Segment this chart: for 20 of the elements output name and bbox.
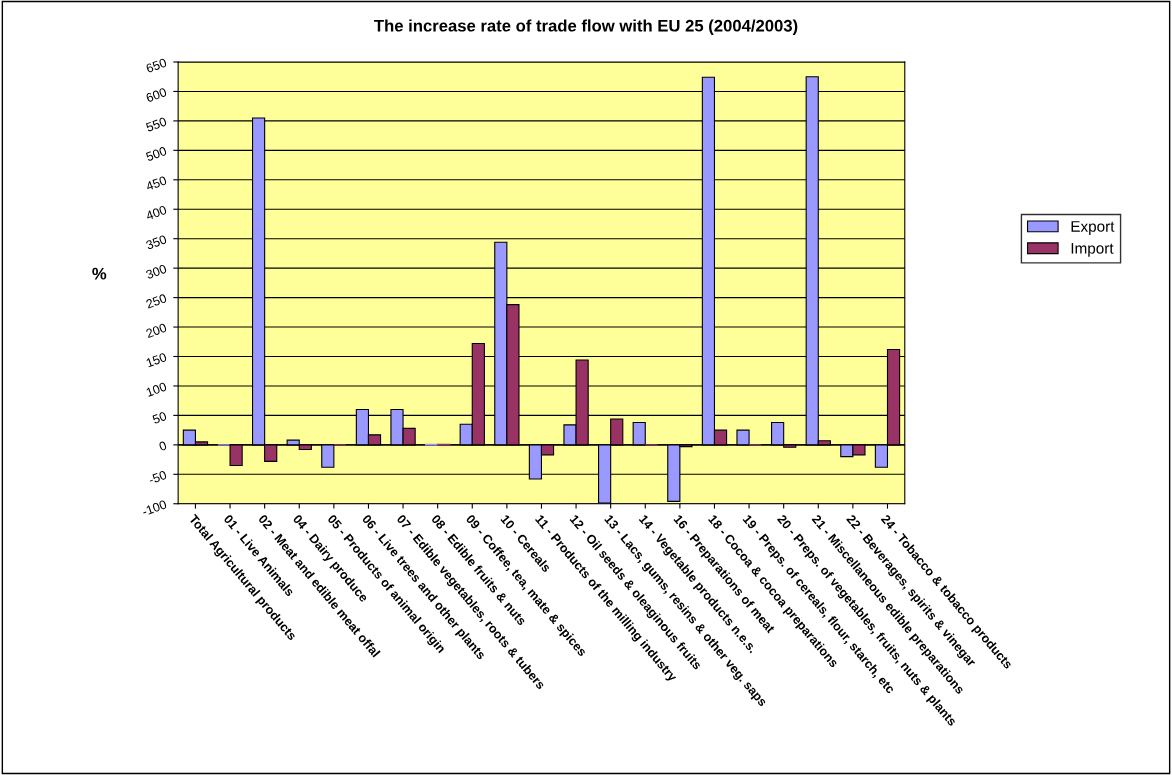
y-tick-label: 200 <box>145 323 168 339</box>
y-axis-title: % <box>92 267 107 280</box>
y-tick-label: 150 <box>145 352 168 368</box>
y-tick-label: 550 <box>145 116 168 132</box>
legend-label: Export <box>1071 221 1115 235</box>
y-tick-label: -50 <box>148 470 168 485</box>
y-tick-label: 650 <box>145 57 168 74</box>
y-tick-label: 50 <box>151 411 168 425</box>
y-tick-label: 100 <box>145 381 168 397</box>
y-tick-label: 500 <box>145 146 168 162</box>
y-tick-label: 0 <box>158 440 168 452</box>
y-tick-label: 350 <box>145 234 168 250</box>
y-tick-label: 300 <box>145 264 168 280</box>
y-tick-label: 450 <box>145 175 168 191</box>
y-tick-label: 600 <box>145 87 168 103</box>
y-tick-label: -100 <box>141 499 168 517</box>
legend-label: Import <box>1071 243 1114 257</box>
y-tick-label: 250 <box>145 293 168 309</box>
y-tick-label: 400 <box>145 205 168 221</box>
chart-title: The increase rate of trade flow with EU 25 (2004/2003) <box>374 19 798 35</box>
